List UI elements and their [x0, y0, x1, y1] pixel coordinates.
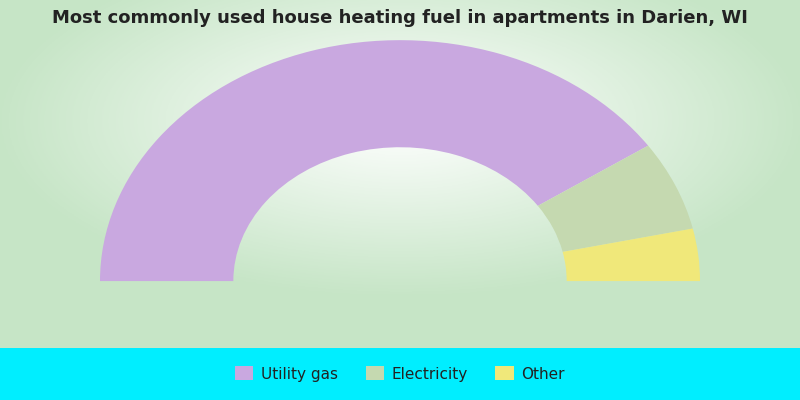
Wedge shape [538, 146, 693, 252]
Legend: Utility gas, Electricity, Other: Utility gas, Electricity, Other [235, 366, 565, 382]
Text: Most commonly used house heating fuel in apartments in Darien, WI: Most commonly used house heating fuel in… [52, 9, 748, 27]
Wedge shape [562, 228, 700, 281]
Wedge shape [100, 40, 648, 281]
